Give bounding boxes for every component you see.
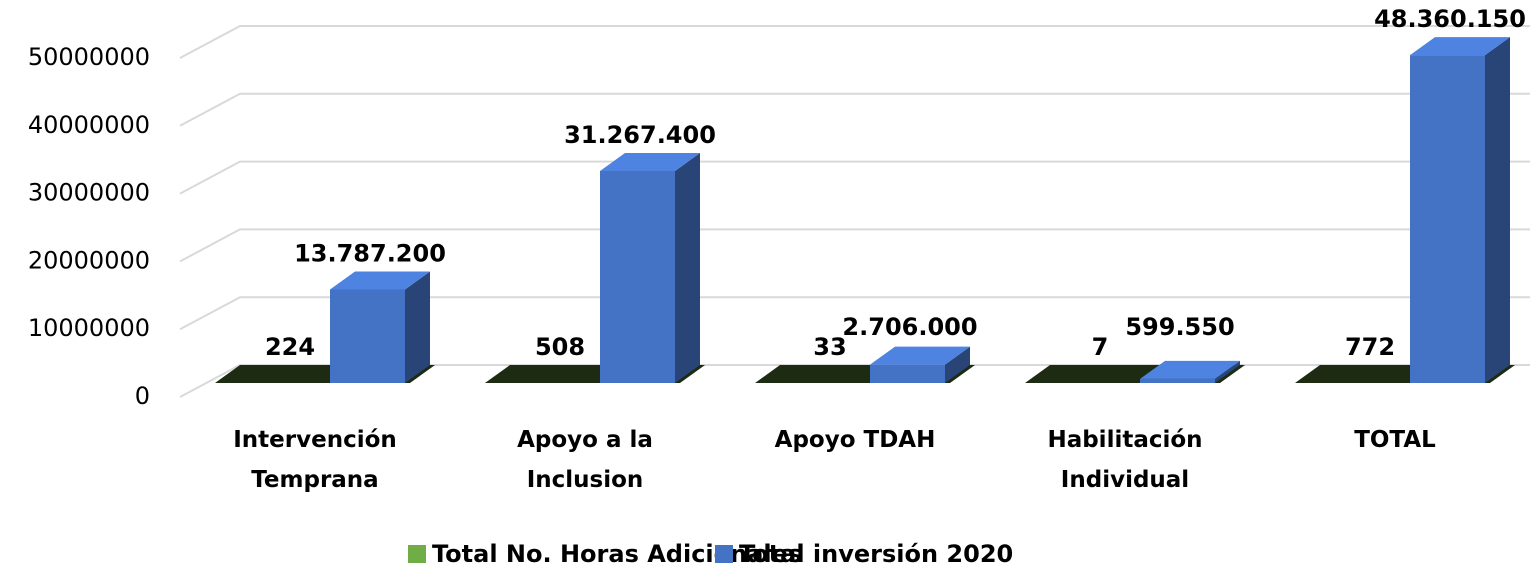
grid-line xyxy=(179,92,1530,127)
data-label: 33 xyxy=(813,333,846,361)
grid-line xyxy=(179,296,1530,331)
bar-face xyxy=(1410,55,1485,383)
x-tick-label: Apoyo a la Inclusion xyxy=(517,427,653,493)
data-label: 48.360.150 xyxy=(1374,5,1526,33)
y-tick-label: 20000000 xyxy=(28,246,150,274)
data-label: 599.550 xyxy=(1125,313,1234,341)
bar-face xyxy=(870,364,945,383)
y-tick-label: 30000000 xyxy=(28,179,150,207)
y-tick-label: 0 xyxy=(135,382,150,410)
y-tick-label: 50000000 xyxy=(28,43,150,71)
bar xyxy=(600,153,700,383)
bar-face xyxy=(675,153,700,383)
bar-face xyxy=(870,346,970,365)
bar-face xyxy=(1410,37,1510,56)
data-label: 31.267.400 xyxy=(564,121,716,149)
bar-face xyxy=(1485,37,1510,383)
grid-line xyxy=(179,228,1530,263)
bar xyxy=(1410,37,1510,383)
data-label: 224 xyxy=(265,333,315,361)
x-tick-label: Habilitación Individual xyxy=(1047,427,1203,493)
data-label: 7 xyxy=(1092,333,1109,361)
bar-face xyxy=(600,153,700,172)
grid-line xyxy=(179,25,1530,59)
bar-face xyxy=(1140,360,1240,379)
bar-face xyxy=(405,271,430,383)
data-label: 772 xyxy=(1345,333,1395,361)
bar-face xyxy=(1140,378,1215,383)
data-label: 508 xyxy=(535,333,585,361)
legend-label: Total inversión 2020 xyxy=(739,540,1013,568)
bar xyxy=(870,346,970,383)
y-tick-label: 10000000 xyxy=(28,314,150,342)
bar-face xyxy=(330,289,405,383)
legend-swatch xyxy=(715,545,733,563)
bar-face xyxy=(945,346,970,383)
bar xyxy=(1140,360,1240,383)
x-tick-label: Apoyo TDAH xyxy=(774,427,936,453)
bar-face xyxy=(600,171,675,383)
grid-line xyxy=(179,160,1530,195)
bar xyxy=(330,271,430,383)
legend-swatch xyxy=(408,545,426,563)
x-tick-label: Intervención Temprana xyxy=(233,427,397,493)
x-tick-label: TOTAL xyxy=(1354,427,1436,453)
y-tick-label: 40000000 xyxy=(28,111,150,139)
bar-face xyxy=(330,271,430,290)
data-label: 2.706.000 xyxy=(842,313,977,341)
legend-label: Total No. Horas Adicionales xyxy=(432,540,802,568)
data-label: 13.787.200 xyxy=(294,240,446,268)
bar-face xyxy=(1215,360,1240,383)
